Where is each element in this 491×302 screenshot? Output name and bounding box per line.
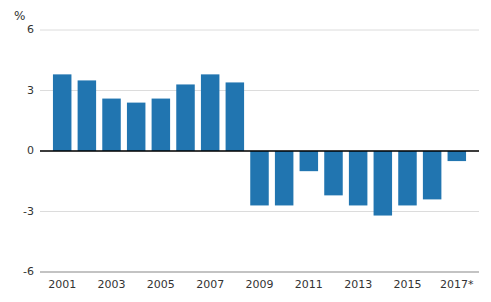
x-tick-label: 2001 (48, 278, 76, 291)
grid-line (40, 30, 479, 31)
y-grid (40, 30, 479, 272)
bar (176, 84, 194, 151)
bar (423, 151, 441, 199)
y-tick-label: -6 (23, 265, 34, 278)
bar (250, 151, 268, 205)
x-tick-label: 2007 (196, 278, 224, 291)
chart-svg: -6 -3 0 3 6 2001 2003 2005 2007 2009 2011 2013 2015 2… (0, 0, 491, 302)
x-tick-label: 2015 (393, 278, 421, 291)
bar (201, 74, 219, 151)
zero-line (40, 150, 479, 152)
x-tick-label: 2005 (147, 278, 175, 291)
grid-line (40, 151, 479, 152)
bar (448, 151, 466, 161)
grid-line (40, 272, 479, 273)
y-tick-label: -3 (23, 205, 34, 218)
x-axis-line (40, 272, 479, 273)
bar (152, 99, 170, 151)
bar (300, 151, 318, 171)
y-tick-label: 0 (27, 144, 34, 157)
x-tick-label: 2009 (246, 278, 274, 291)
bar (127, 103, 145, 151)
bar (324, 151, 342, 195)
bars (53, 74, 466, 215)
x-tick-label: 2017* (440, 278, 474, 291)
x-tick-label: 2013 (344, 278, 372, 291)
bar (398, 151, 416, 205)
bar (53, 74, 71, 151)
x-tick-label: 2003 (98, 278, 126, 291)
bar (226, 82, 244, 151)
y-tick-label: 3 (27, 84, 34, 97)
x-tick-label: 2011 (295, 278, 323, 291)
y-tick-label: 6 (27, 23, 34, 36)
y-axis-label: % (14, 9, 25, 23)
grid-line (40, 211, 479, 212)
grid-line (40, 90, 479, 91)
bar (374, 151, 392, 216)
bar (78, 80, 96, 151)
bar (102, 99, 120, 151)
bar (349, 151, 367, 205)
chart-container: -6 -3 0 3 6 2001 2003 2005 2007 2009 2011 2013 2015 2… (0, 0, 491, 302)
bar (275, 151, 293, 205)
